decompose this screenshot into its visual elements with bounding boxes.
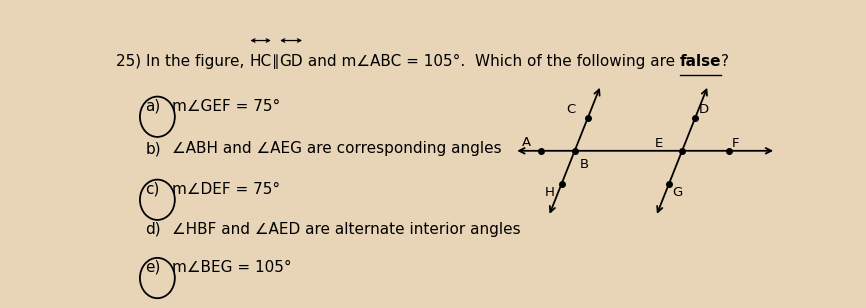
- Text: ∠HBF and ∠AED are alternate interior angles: ∠HBF and ∠AED are alternate interior ang…: [172, 222, 520, 237]
- Text: E: E: [655, 137, 663, 150]
- Text: B: B: [579, 158, 589, 171]
- Text: d): d): [145, 222, 161, 237]
- Text: m∠BEG = 105°: m∠BEG = 105°: [172, 260, 292, 275]
- Text: ?: ?: [721, 54, 729, 69]
- Text: m∠DEF = 75°: m∠DEF = 75°: [172, 182, 280, 197]
- Text: ∠ABH and ∠AEG are corresponding angles: ∠ABH and ∠AEG are corresponding angles: [172, 141, 501, 156]
- Text: a): a): [145, 99, 160, 114]
- Text: GD: GD: [280, 54, 303, 69]
- Text: D: D: [699, 103, 708, 116]
- Text: H: H: [545, 186, 555, 199]
- Text: e): e): [145, 260, 160, 275]
- Text: 25) In the figure,: 25) In the figure,: [116, 54, 249, 69]
- Text: c): c): [145, 182, 159, 197]
- Text: ∥: ∥: [272, 54, 280, 69]
- Text: m∠GEF = 75°: m∠GEF = 75°: [172, 99, 281, 114]
- Text: false: false: [680, 54, 721, 69]
- Text: F: F: [732, 137, 740, 150]
- Text: C: C: [566, 103, 576, 116]
- Text: A: A: [522, 136, 531, 149]
- Text: HC: HC: [249, 54, 272, 69]
- Text: b): b): [145, 141, 161, 156]
- Text: and m∠ABC = 105°.  Which of the following are: and m∠ABC = 105°. Which of the following…: [303, 54, 680, 69]
- Text: G: G: [672, 186, 682, 199]
